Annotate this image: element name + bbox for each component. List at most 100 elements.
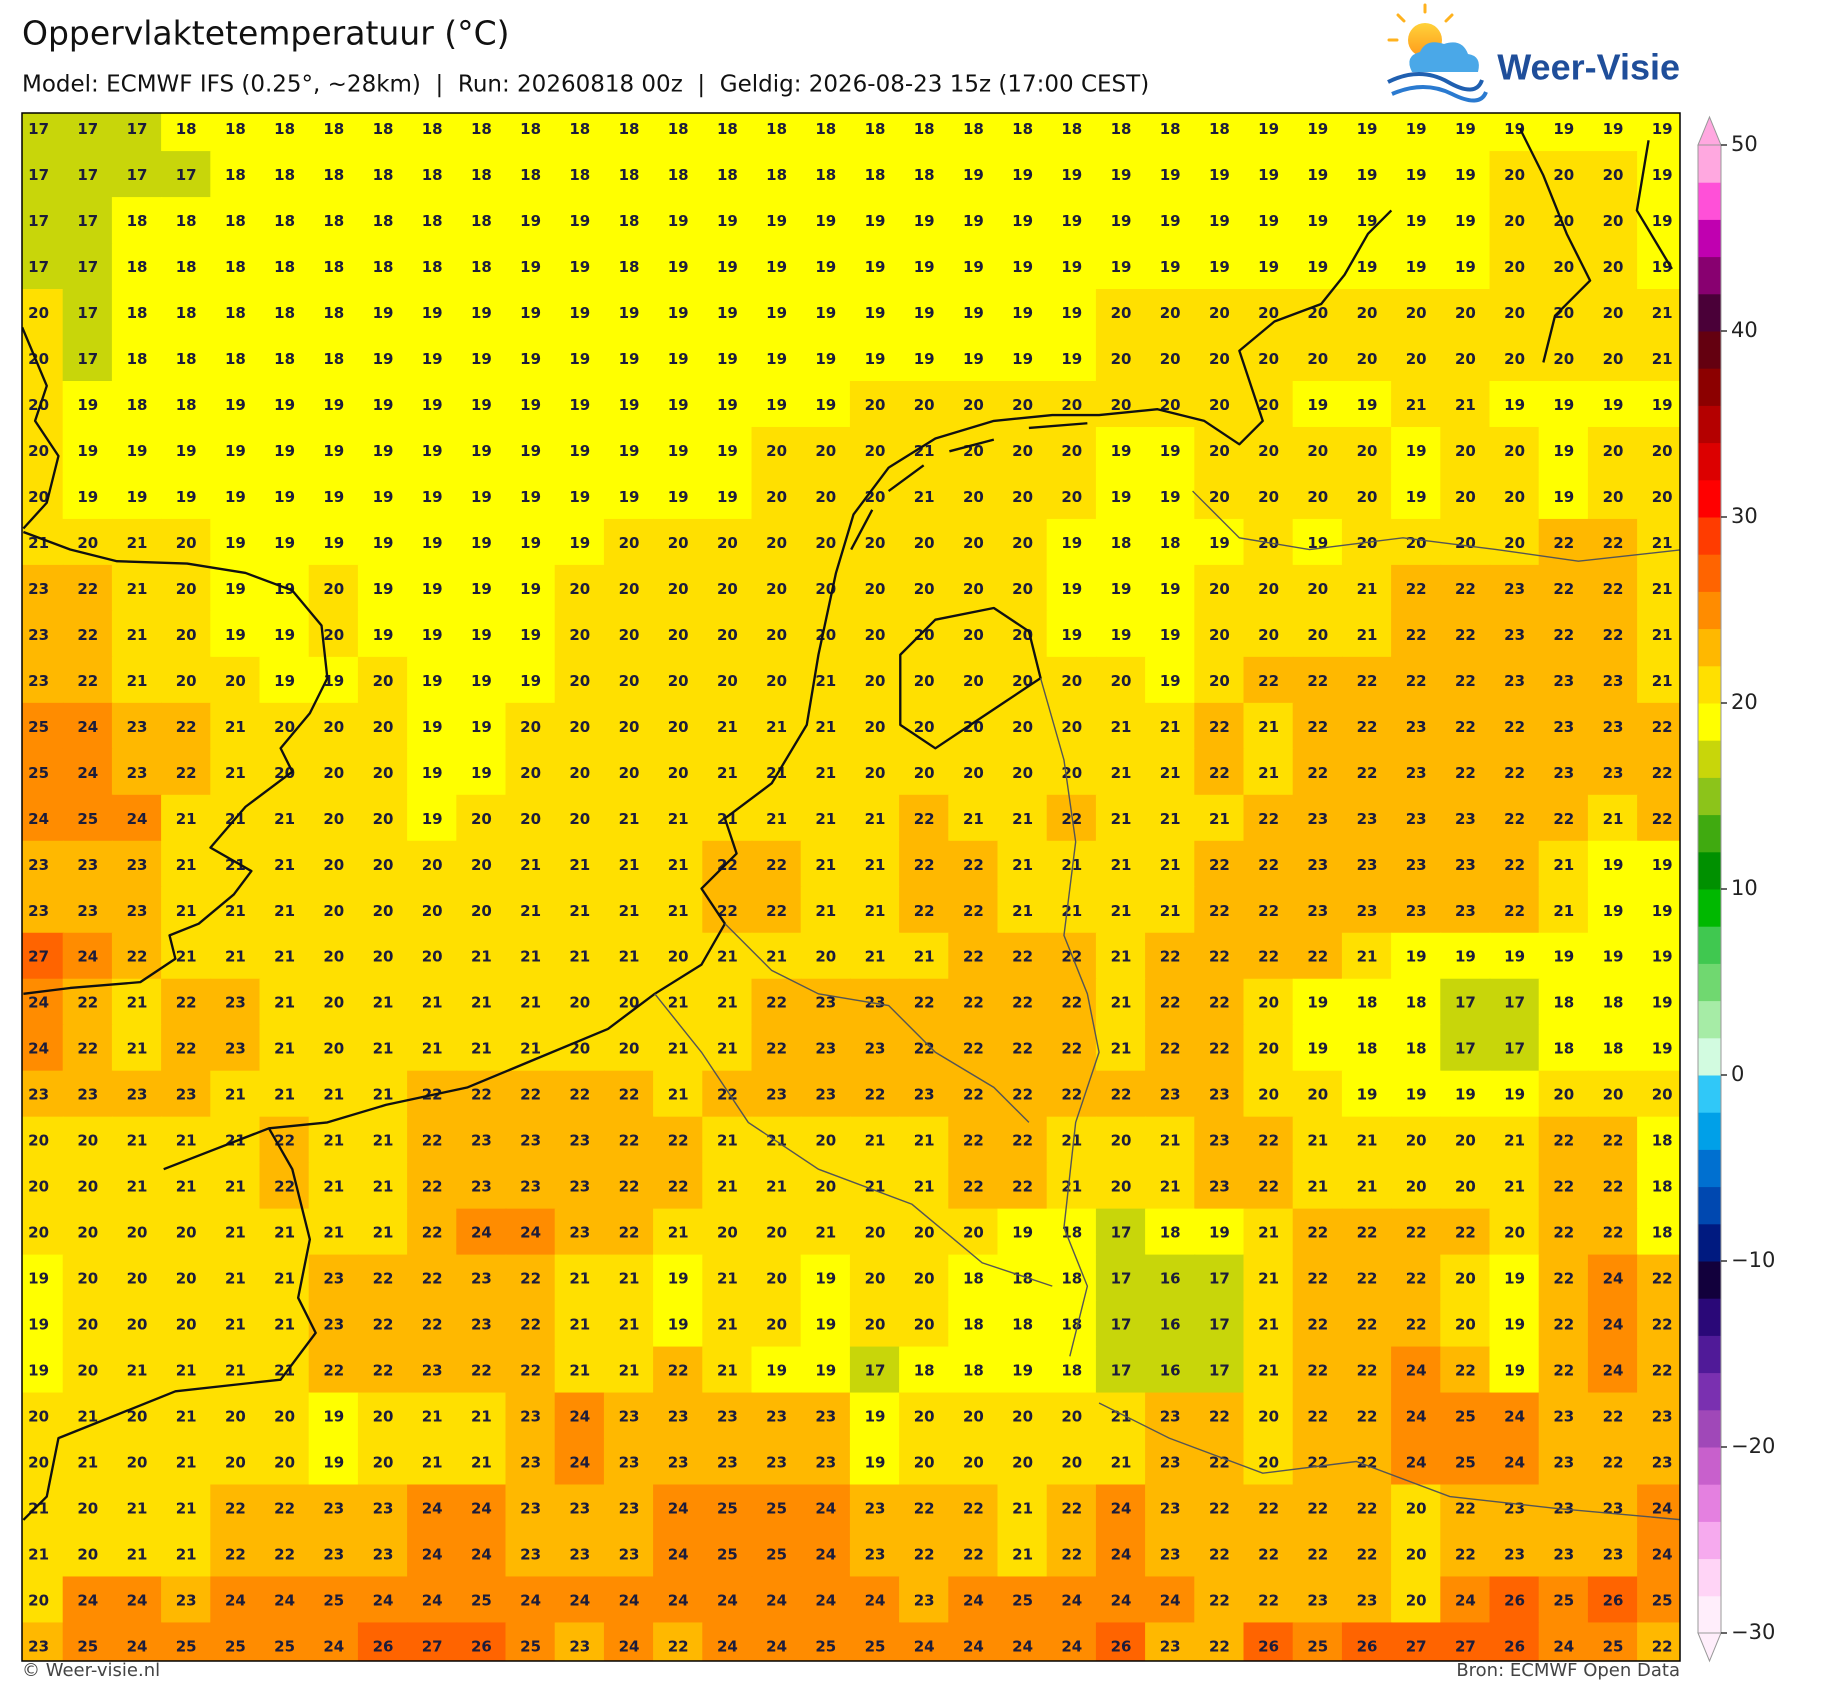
map-frame — [21, 112, 1681, 1662]
temperature-value: 21 — [1111, 856, 1132, 874]
temperature-value: 22 — [1209, 902, 1230, 920]
temperature-cell — [456, 932, 507, 980]
temperature-cell — [161, 1392, 212, 1440]
temperature-value: 22 — [1012, 948, 1033, 966]
temperature-cell — [997, 794, 1048, 842]
temperature-value: 19 — [1258, 120, 1279, 138]
temperature-cell — [210, 886, 261, 934]
temperature-value: 24 — [225, 1591, 246, 1609]
temperature-value: 22 — [1553, 580, 1574, 598]
temperature-cell — [554, 1484, 605, 1532]
temperature-cell — [62, 335, 113, 382]
temperature-value: 21 — [717, 1362, 738, 1380]
temperature-cell — [1292, 564, 1343, 612]
temperature-value: 19 — [1111, 488, 1132, 506]
temperature-value: 21 — [1652, 304, 1673, 322]
temperature-value: 21 — [766, 948, 787, 966]
temperature-cell — [1391, 1530, 1442, 1578]
temperature-value: 23 — [520, 1454, 541, 1472]
temperature-value: 20 — [766, 626, 787, 644]
temperature-value: 20 — [1209, 442, 1230, 460]
temperature-value: 19 — [422, 442, 443, 460]
temperature-value: 19 — [1357, 258, 1378, 276]
temperature-value: 19 — [520, 672, 541, 690]
temperature-value: 21 — [717, 994, 738, 1012]
temperature-value: 21 — [865, 948, 886, 966]
temperature-value: 23 — [28, 1086, 49, 1104]
temperature-cell — [1391, 610, 1442, 658]
temperature-value: 25 — [77, 1637, 98, 1655]
temperature-value: 21 — [717, 1316, 738, 1334]
temperature-cell — [1046, 335, 1097, 382]
temperature-value: 23 — [373, 1545, 394, 1563]
temperature-cell — [22, 1576, 64, 1624]
temperature-cell — [653, 1392, 704, 1440]
temperature-value: 22 — [1061, 1545, 1082, 1563]
temperature-value: 21 — [127, 626, 148, 644]
temperature-value: 20 — [77, 1132, 98, 1150]
temperature-cell — [554, 1622, 605, 1661]
temperature-value: 21 — [127, 1132, 148, 1150]
temperature-cell — [22, 610, 64, 658]
temperature-cell — [1194, 1116, 1245, 1164]
temperature-value: 20 — [668, 718, 689, 736]
temperature-value: 20 — [619, 672, 640, 690]
temperature-cell — [1292, 656, 1343, 704]
temperature-cell — [1243, 748, 1294, 796]
temperature-value: 20 — [1553, 304, 1574, 322]
temperature-cell — [1391, 702, 1442, 750]
temperature-cell — [603, 426, 655, 474]
temperature-value: 25 — [865, 1637, 886, 1655]
temperature-cell — [849, 564, 901, 612]
temperature-value: 21 — [1307, 1178, 1328, 1196]
temperature-cell — [1341, 610, 1393, 658]
temperature-cell — [62, 1484, 113, 1532]
temperature-value: 23 — [1357, 1591, 1378, 1609]
temperature-cell — [603, 1070, 655, 1118]
temperature-value: 20 — [1406, 1178, 1427, 1196]
temperature-cell — [603, 1622, 655, 1661]
temperature-value: 23 — [1160, 1545, 1181, 1563]
temperature-cell — [899, 932, 950, 980]
temperature-value: 19 — [1504, 948, 1525, 966]
colorbar-tick-label: −30 — [1731, 1620, 1775, 1644]
temperature-value: 23 — [471, 1270, 492, 1288]
temperature-value: 21 — [569, 1316, 590, 1334]
temperature-value: 19 — [1504, 1362, 1525, 1380]
temperature-cell — [948, 978, 999, 1026]
temperature-cell — [849, 794, 901, 842]
temperature-value: 19 — [77, 442, 98, 460]
temperature-cell — [1538, 1024, 1589, 1072]
temperature-value: 19 — [127, 442, 148, 460]
temperature-value: 23 — [668, 1408, 689, 1426]
temperature-value: 21 — [373, 1224, 394, 1242]
temperature-cell — [1095, 426, 1147, 474]
temperature-value: 24 — [1406, 1408, 1427, 1426]
temperature-cell — [1341, 1622, 1393, 1661]
temperature-value: 20 — [766, 442, 787, 460]
temperature-cell — [161, 472, 212, 520]
temperature-cell — [357, 564, 409, 612]
temperature-cell — [1637, 702, 1680, 750]
temperature-cell — [1292, 932, 1343, 980]
temperature-value: 20 — [1455, 1132, 1476, 1150]
temperature-cell — [1538, 932, 1589, 980]
colorbar-band — [1698, 145, 1721, 183]
temperature-cell — [1194, 932, 1245, 980]
temperature-value: 17 — [865, 1362, 886, 1380]
temperature-cell — [751, 1208, 802, 1256]
temperature-value: 23 — [373, 1500, 394, 1518]
temperature-value: 21 — [225, 902, 246, 920]
colorbar-band — [1698, 1409, 1721, 1448]
temperature-cell — [1243, 656, 1294, 704]
temperature-value: 19 — [1406, 488, 1427, 506]
temperature-cell — [1046, 1162, 1097, 1210]
temperature-cell — [997, 113, 1048, 153]
temperature-value: 17 — [77, 120, 98, 138]
temperature-cell — [111, 978, 163, 1026]
temperature-value: 18 — [1111, 534, 1132, 552]
temperature-cell — [1587, 1576, 1639, 1624]
temperature-value: 20 — [127, 1316, 148, 1334]
temperature-value: 19 — [471, 764, 492, 782]
temperature-cell — [1194, 886, 1245, 934]
